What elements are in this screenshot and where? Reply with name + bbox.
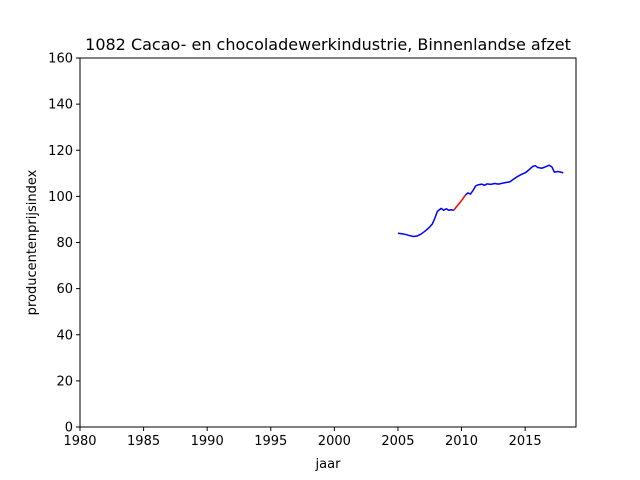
x-axis: 1980 1985 1990 1995 2000 2005 2010 2015 bbox=[63, 427, 542, 449]
x-tick-label: 2015 bbox=[509, 434, 542, 449]
x-tick-label: 1990 bbox=[191, 434, 224, 449]
y-tick-label: 20 bbox=[56, 374, 73, 389]
y-tick-label: 60 bbox=[56, 282, 73, 297]
y-axis: 0 20 40 60 80 100 120 140 160 bbox=[48, 52, 80, 436]
series-line-1 bbox=[397, 207, 455, 238]
chart-title: 1082 Cacao- en chocoladewerkindustrie, B… bbox=[85, 35, 571, 54]
y-tick-label: 160 bbox=[48, 52, 73, 67]
y-axis-label: producentenprijsindex bbox=[25, 169, 40, 315]
plot-frame bbox=[79, 57, 577, 428]
y-tick-label: 100 bbox=[48, 190, 73, 205]
x-tick-label: 1980 bbox=[63, 434, 96, 449]
x-tick-label: 2010 bbox=[445, 434, 478, 449]
x-tick-label: 1995 bbox=[254, 434, 287, 449]
y-tick-label: 0 bbox=[65, 421, 73, 436]
x-axis-label: jaar bbox=[315, 457, 342, 472]
series-line-2 bbox=[453, 194, 466, 211]
x-tick-label: 1985 bbox=[127, 434, 160, 449]
y-tick-label: 120 bbox=[48, 144, 73, 159]
series-line-1 bbox=[464, 164, 564, 196]
x-tick-label: 2005 bbox=[381, 434, 414, 449]
y-tick-label: 40 bbox=[56, 328, 73, 343]
plot-lines bbox=[397, 164, 564, 238]
x-tick-label: 2000 bbox=[318, 434, 351, 449]
y-tick-label: 140 bbox=[48, 98, 73, 113]
y-tick-label: 80 bbox=[56, 236, 73, 251]
